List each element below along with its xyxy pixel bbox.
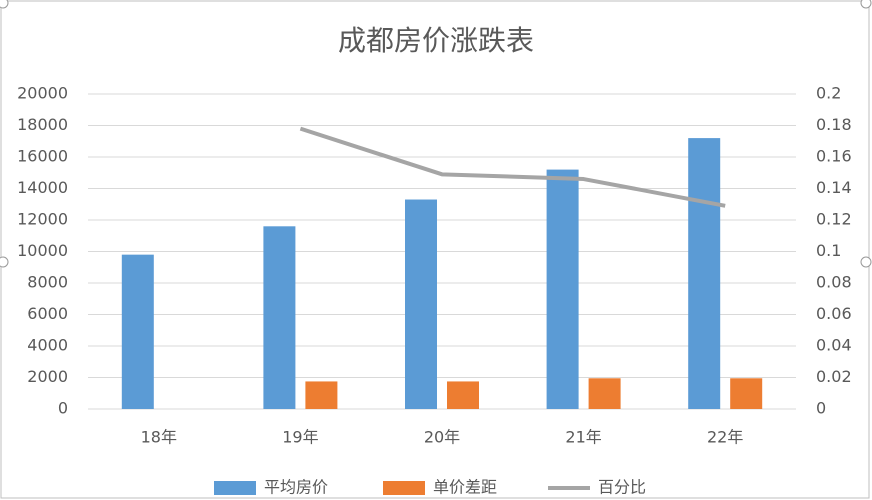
resize-handle[interactable] <box>860 256 872 268</box>
y-tick-label: 6000 <box>27 304 68 323</box>
legend-label: 百分比 <box>598 478 646 497</box>
bar <box>546 169 579 409</box>
y2-tick-label: 0.1 <box>816 241 841 260</box>
x-tick-label: 20年 <box>424 428 460 447</box>
bar <box>447 381 479 409</box>
legend-label: 平均房价 <box>264 478 328 497</box>
y-tick-label: 8000 <box>27 273 68 292</box>
bar <box>263 226 296 409</box>
y2-tick-label: 0.08 <box>816 273 852 292</box>
y2-tick-label: 0.16 <box>816 147 852 166</box>
resize-handle[interactable] <box>0 256 9 268</box>
line <box>299 126 726 208</box>
legend-label: 单价差距 <box>433 478 497 497</box>
bar <box>588 378 621 409</box>
y-tick-label: 14000 <box>17 178 68 197</box>
resize-handle[interactable] <box>0 0 9 9</box>
y2-tick-label: 0.06 <box>816 304 852 323</box>
y-tick-label: 10000 <box>17 241 68 260</box>
y-tick-label: 16000 <box>17 147 68 166</box>
y-tick-label: 4000 <box>27 336 68 355</box>
bar <box>121 254 154 409</box>
x-tick-label: 22年 <box>707 428 743 447</box>
y2-tick-label: 0.04 <box>816 336 852 355</box>
y2-tick-label: 0.12 <box>816 210 852 229</box>
y2-tick-label: 0.14 <box>816 178 852 197</box>
resize-handle[interactable] <box>860 0 872 9</box>
y-tick-label: 12000 <box>17 210 68 229</box>
x-tick-label: 21年 <box>565 428 601 447</box>
y-tick-label: 2000 <box>27 367 68 386</box>
y-tick-label: 0 <box>58 399 68 418</box>
legend-swatch <box>383 481 425 495</box>
y2-tick-label: 0.2 <box>816 84 841 103</box>
bar <box>688 138 721 409</box>
y2-tick-label: 0.02 <box>816 367 852 386</box>
bar <box>305 381 338 409</box>
y-tick-label: 18000 <box>17 115 68 134</box>
legend-swatch <box>214 481 256 495</box>
x-tick-label: 19年 <box>282 428 318 447</box>
y2-tick-label: 0 <box>816 399 826 418</box>
y2-tick-label: 0.18 <box>816 115 852 134</box>
bar <box>405 199 437 409</box>
chart-title: 成都房价涨跌表 <box>338 24 534 57</box>
x-tick-label: 18年 <box>141 428 177 447</box>
y-tick-label: 20000 <box>17 84 68 103</box>
bar <box>730 378 763 409</box>
